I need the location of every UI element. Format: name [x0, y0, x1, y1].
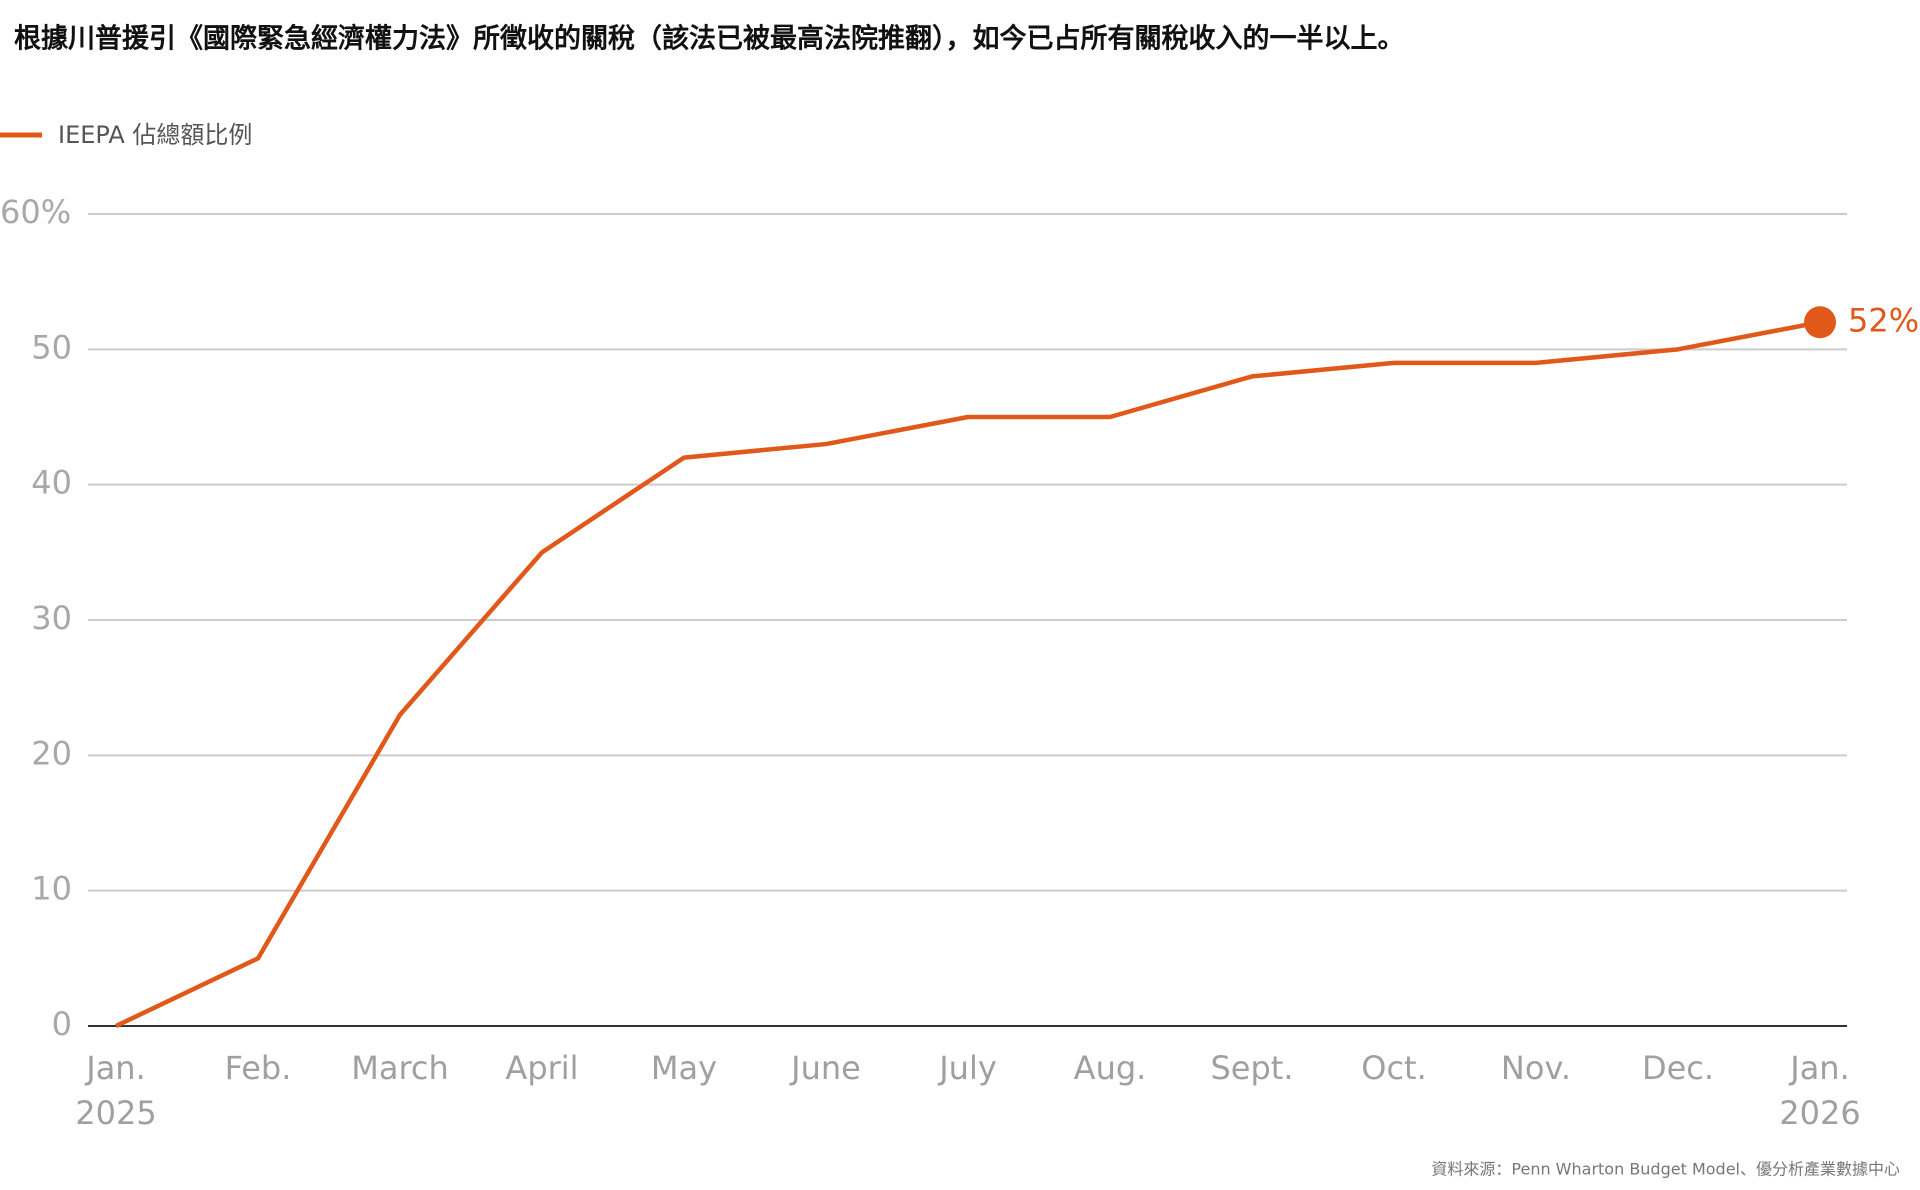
x-tick-label: Feb. [224, 1049, 292, 1087]
data-label: 52% [1848, 301, 1919, 339]
x-tick-label: Dec. [1641, 1049, 1715, 1087]
y-tick-label: 20 [31, 734, 72, 772]
x-tick-label: July [939, 1049, 997, 1087]
x-tick-label: Jan. 2025 [75, 1049, 157, 1132]
data-line [115, 320, 1821, 1029]
x-tick-label: June [791, 1049, 861, 1087]
end-point [1804, 306, 1836, 339]
x-tick-label: Aug. [1073, 1049, 1147, 1087]
y-tick-label: 0 [52, 1005, 72, 1043]
x-tick-label: March [351, 1049, 449, 1087]
source-note: 資料來源：Penn Wharton Budget Model、優分析產業數據中心 [1431, 1160, 1900, 1179]
x-tick-label: Oct. [1361, 1049, 1427, 1087]
x-tick-label: Jan. 2026 [1779, 1049, 1861, 1132]
legend-label: IEEPA 佔總額比例 [58, 121, 252, 149]
y-tick-label: 60% [0, 193, 71, 231]
y-tick-label: 40 [31, 464, 72, 502]
x-tick-label: April [505, 1049, 579, 1087]
y-tick-label: 30 [31, 599, 72, 637]
x-tick-label: May [650, 1049, 718, 1087]
x-tick-label: Nov. [1500, 1049, 1572, 1087]
chart-title: 根據川普援引《國際緊急經濟權力法》所徵收的關稅（該法已被最高法院推翻），如今已占… [14, 23, 1405, 55]
y-tick-label: 10 [31, 870, 72, 908]
x-tick-label: Sept. [1210, 1049, 1294, 1087]
y-tick-label: 50 [31, 328, 72, 366]
